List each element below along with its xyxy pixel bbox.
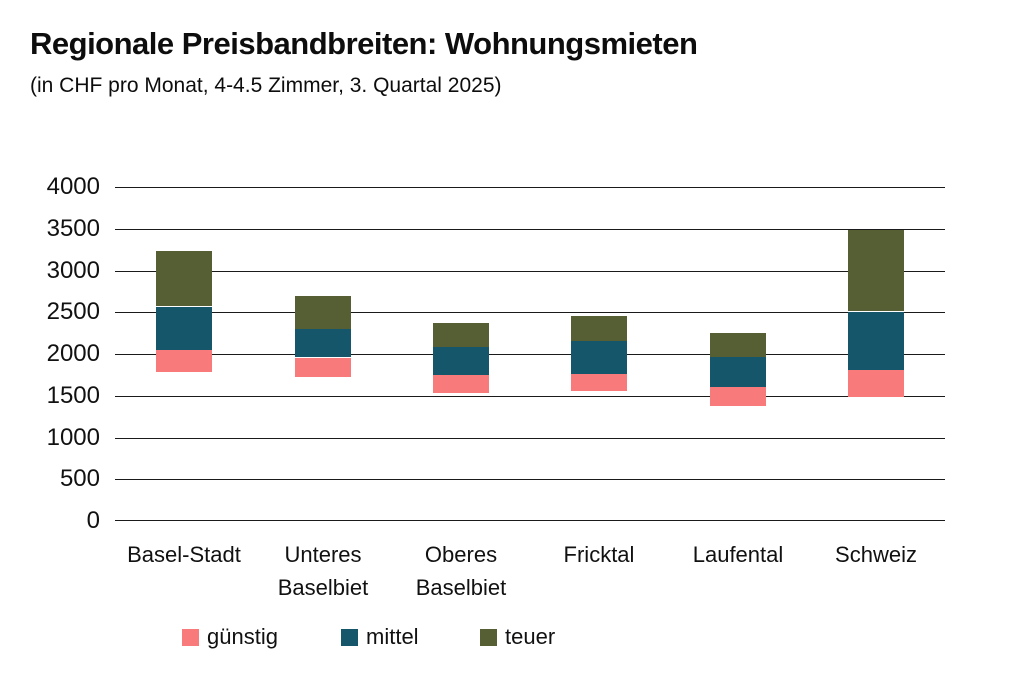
gridline-1000	[115, 438, 945, 439]
gridline-3500	[115, 229, 945, 230]
legend-swatch-mittel	[341, 628, 358, 646]
bar-segment-teuer-Laufental	[710, 333, 766, 357]
gridline-500	[115, 479, 945, 480]
y-tick-label-500: 500	[59, 465, 100, 493]
x-tick-label-Schweiz: Schweiz	[835, 542, 917, 567]
legend-label-teuer: teuer	[505, 624, 556, 649]
y-tick-label-3500: 3500	[46, 214, 100, 242]
x-tick-label-Basel-Stadt: Basel-Stadt	[127, 542, 241, 567]
chart-title: Regionale Preisbandbreiten: Wohnungsmiet…	[30, 26, 698, 61]
bar-segment-günstig-Unteres Baselbiet	[295, 358, 351, 377]
bar-segment-teuer-Basel-Stadt	[156, 251, 212, 306]
y-tick-label-1000: 1000	[46, 423, 100, 451]
gridline-3000	[115, 271, 945, 272]
bar-segment-mittel-Laufental	[710, 357, 766, 387]
bar-segment-mittel-Oberes Baselbiet	[433, 347, 489, 375]
bar-segment-teuer-Fricktal	[571, 316, 627, 341]
legend-label-mittel: mittel	[366, 624, 419, 649]
x-tick-label-Oberes Baselbiet: Oberes Baselbiet	[415, 542, 507, 600]
bar-segment-günstig-Oberes Baselbiet	[433, 375, 489, 393]
legend-label-günstig: günstig	[207, 624, 278, 649]
gridline-1500	[115, 396, 945, 397]
legend-swatch-günstig	[182, 628, 199, 646]
bar-segment-teuer-Oberes Baselbiet	[433, 323, 489, 347]
y-tick-label-2000: 2000	[46, 340, 100, 367]
bar-segment-günstig-Fricktal	[571, 374, 627, 391]
legend-swatch-teuer	[480, 628, 497, 646]
gridline-0	[115, 520, 945, 521]
chart-subtitle: (in CHF pro Monat, 4-4.5 Zimmer, 3. Quar…	[30, 74, 502, 97]
legend-item-mittel: mittel	[341, 626, 419, 648]
legend-item-teuer: teuer	[480, 626, 555, 648]
plot-area	[115, 187, 945, 521]
x-tick-label-Laufental: Laufental	[692, 542, 784, 567]
bar-segment-günstig-Schweiz	[848, 369, 904, 397]
bar-segment-günstig-Laufental	[710, 387, 766, 406]
y-tick-label-1500: 1500	[46, 381, 100, 409]
gridline-4000	[115, 187, 945, 188]
y-tick-label-0: 0	[86, 507, 100, 534]
y-tick-label-2500: 2500	[46, 298, 100, 326]
bar-segment-mittel-Unteres Baselbiet	[295, 329, 351, 357]
y-tick-label-3000: 3000	[46, 256, 100, 284]
gridline-2000	[115, 354, 945, 355]
bar-segment-teuer-Schweiz	[848, 230, 904, 311]
bar-segment-mittel-Fricktal	[571, 341, 627, 374]
bar-segment-mittel-Schweiz	[848, 312, 904, 370]
bar-segment-teuer-Unteres Baselbiet	[295, 296, 351, 329]
bar-segment-mittel-Basel-Stadt	[156, 307, 212, 350]
gridline-2500	[115, 312, 945, 313]
y-tick-label-4000: 4000	[46, 173, 100, 200]
x-tick-label-Unteres Baselbiet: Unteres Baselbiet	[277, 542, 369, 600]
bar-segment-günstig-Basel-Stadt	[156, 350, 212, 372]
x-tick-label-Fricktal: Fricktal	[563, 542, 635, 567]
legend-item-günstig: günstig	[182, 626, 278, 648]
